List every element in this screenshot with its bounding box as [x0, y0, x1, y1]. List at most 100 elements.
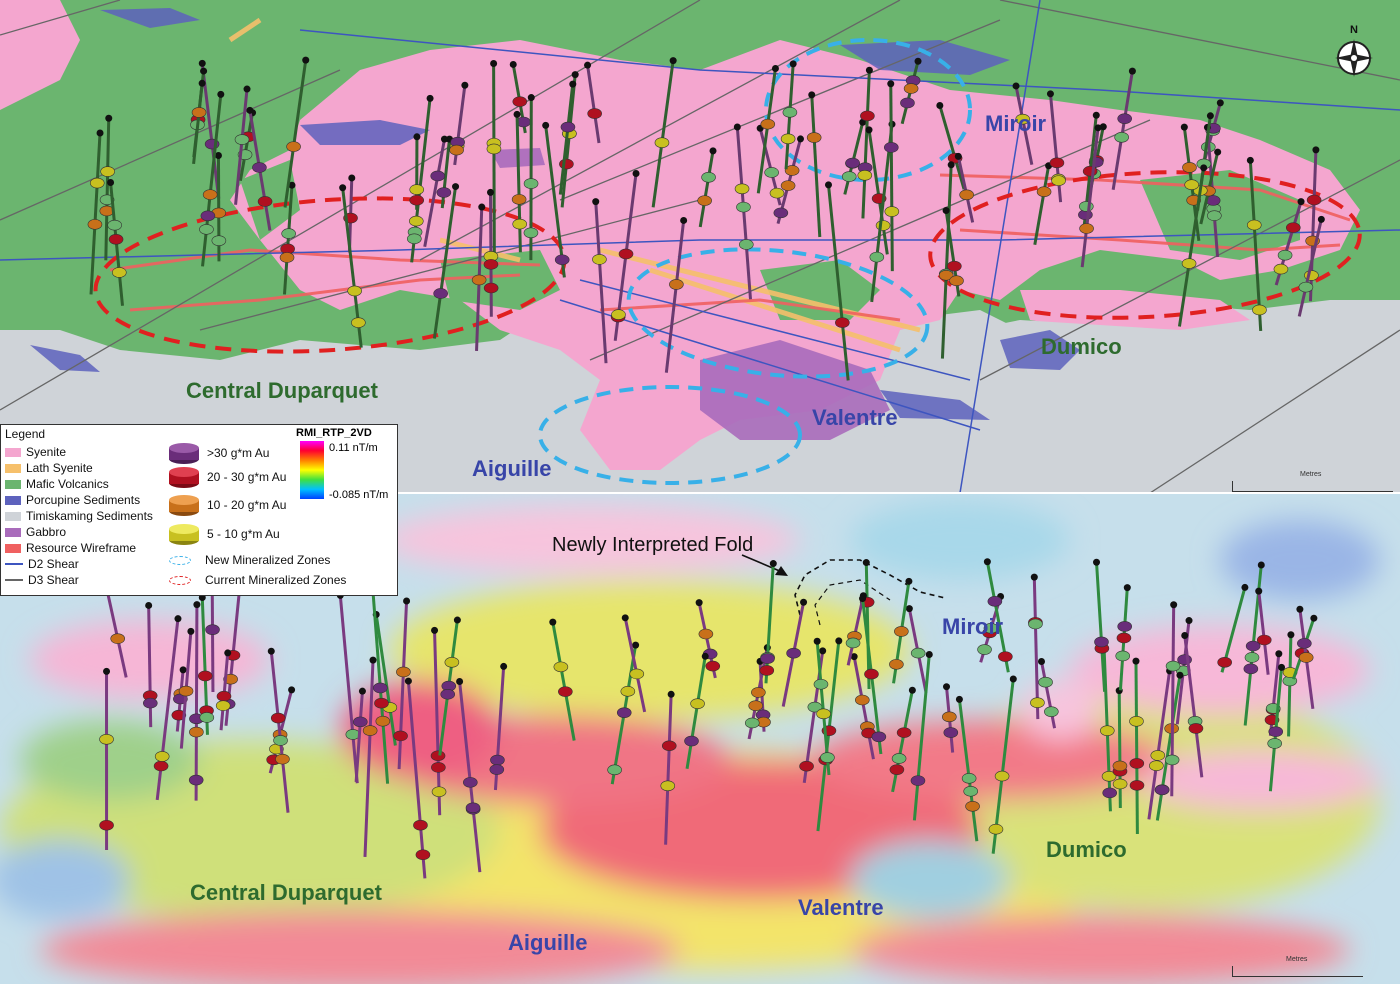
grade-intercept [89, 177, 105, 189]
legend-current-mineralized-zones: Current Mineralized Zones [169, 573, 346, 587]
drillhole-collar [549, 618, 557, 626]
drillhole-collar [808, 91, 816, 99]
drillhole-trace [698, 150, 715, 228]
grade-intercept [465, 802, 481, 814]
drillhole-collar [769, 560, 777, 568]
drillhole-collar [733, 123, 741, 131]
drillhole-collar [107, 179, 115, 187]
drillhole-collar [246, 106, 254, 114]
grade-intercept [111, 267, 127, 278]
legend-grade-20-30: 20 - 30 g*m Au [167, 467, 286, 488]
legend-swatch [5, 543, 21, 553]
legend-swatch [5, 463, 21, 473]
grade-intercept [773, 207, 789, 219]
drillhole-trace [1177, 167, 1206, 327]
grade-intercept [430, 750, 446, 762]
grade-intercept [281, 228, 296, 239]
grade-intercept [211, 235, 227, 246]
grade-intercept [396, 666, 411, 678]
drillhole-trace [623, 617, 647, 713]
drillhole-collar [695, 599, 703, 607]
grade-intercept [961, 773, 977, 784]
drillhole-collar [486, 188, 494, 196]
drillhole-trace [735, 126, 752, 300]
label-valentre-top: Valentre [812, 405, 898, 430]
label-central-duparquet-bottom: Central Duparquet [190, 880, 383, 905]
grade-intercept [143, 697, 158, 709]
label-aiguille-top: Aiguille [472, 456, 551, 481]
grade-intercept [489, 764, 505, 775]
drillhole-trace [1032, 577, 1040, 720]
grade-intercept [816, 708, 831, 720]
drillhole-collar [243, 85, 251, 93]
drillhole-collar [96, 129, 104, 137]
drillhole-collar [813, 637, 821, 645]
drillhole-collar [1123, 584, 1131, 592]
north-label: N [1350, 24, 1358, 36]
grade-intercept [855, 694, 870, 706]
grade-intercept [273, 735, 288, 746]
drillhole-collar [669, 57, 677, 65]
grade-intercept [1115, 650, 1131, 662]
drillhole-collar [1170, 601, 1178, 609]
grade-intercept [669, 279, 684, 290]
grade-intercept [559, 158, 574, 170]
legend-line-swatch [5, 579, 23, 581]
grade-intercept [1036, 186, 1052, 198]
grade-intercept [780, 133, 796, 145]
drillhole-collar [819, 647, 827, 655]
drillhole-trace [210, 585, 215, 693]
grade-intercept [1298, 281, 1314, 293]
drillhole-trace [816, 640, 841, 832]
legend-item-d3-shear: D3 Shear [5, 573, 79, 587]
drillhole-collar [905, 605, 913, 613]
drillhole-collar [369, 656, 377, 664]
grade-intercept [110, 633, 126, 644]
grade-intercept [1188, 723, 1204, 734]
grade-intercept [845, 157, 860, 169]
grade-intercept [734, 183, 750, 195]
drillhole-trace [147, 605, 153, 728]
grade-intercept [894, 626, 909, 637]
label-aiguille-bottom: Aiguille [508, 930, 587, 955]
drillhole-collar [1009, 675, 1017, 683]
grade-intercept [409, 184, 425, 195]
grade-intercept [553, 661, 569, 673]
legend-item-timiskaming-sediments: Timiskaming Sediments [5, 509, 153, 523]
grade-intercept [1101, 771, 1117, 782]
bottom-scale-bar [1232, 966, 1363, 977]
grade-intercept [611, 309, 626, 320]
grade-cylinder-icon [167, 443, 201, 464]
drillhole-collar [145, 601, 153, 609]
grade-intercept [99, 819, 114, 831]
grade-intercept [1051, 175, 1066, 186]
grade-intercept [1268, 726, 1284, 737]
grade-intercept [806, 132, 822, 143]
drillhole-trace [664, 220, 686, 373]
drillhole-collar [632, 641, 640, 649]
drillhole-collar [1093, 558, 1101, 566]
grade-intercept [1117, 113, 1132, 124]
drillhole-collar [1312, 146, 1320, 154]
drillhole-trace [558, 83, 575, 195]
drillhole-collar [592, 198, 600, 206]
grade-intercept [592, 254, 607, 265]
drillhole-trace [1033, 165, 1051, 246]
grade-intercept [1154, 784, 1170, 796]
drillhole-trace [458, 681, 482, 873]
drillhole-trace [89, 132, 102, 295]
drillhole-collar [198, 59, 206, 67]
drillhole-collar [509, 60, 517, 68]
drillhole-collar [824, 181, 832, 189]
grade-intercept [698, 628, 714, 640]
drillhole-trace [664, 694, 673, 845]
grade-cylinder-icon [167, 467, 201, 488]
grade-intercept [202, 189, 218, 200]
drillhole-collar [796, 135, 804, 143]
drillhole-trace [1014, 85, 1034, 165]
grade-intercept [764, 167, 779, 178]
grade-intercept [486, 143, 502, 155]
drillhole-trace [104, 118, 111, 261]
grade-intercept [820, 752, 835, 763]
drillhole-collar [943, 683, 951, 691]
